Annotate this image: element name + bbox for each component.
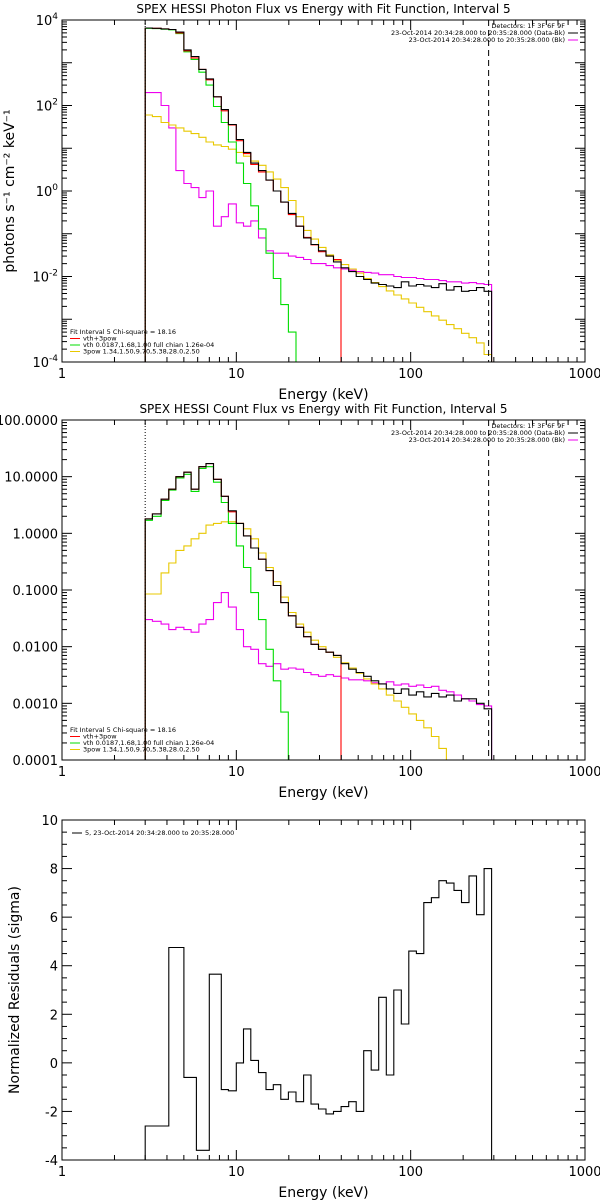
legend-entry: 23-Oct-2014 20:34:28.000 to 20:35:28.000…: [391, 29, 565, 37]
legend-entry: 23-Oct-2014 20:34:28.000 to 20:35:28.000…: [409, 436, 565, 444]
y-tick-label: 10-2: [32, 269, 58, 286]
legend-entry: vth 0.0187,1.68,1.00 full chian 1.26e-04: [83, 341, 214, 349]
legend-title: Detectors: 1F 3F 6F 9F: [491, 422, 565, 430]
x-axis-label: Energy (keV): [278, 785, 368, 801]
legend-entry: vth 0.0187,1.68,1.00 full chian 1.26e-04: [83, 739, 214, 747]
y-tick-label: 0.1000: [13, 584, 59, 599]
y-tick-label: 10: [41, 814, 58, 829]
y-tick-label: 100.0000: [0, 414, 58, 429]
x-tick-label: 1: [58, 367, 66, 382]
series-line-data: [144, 463, 493, 760]
chart-panel-2: SPEX HESSI Count Flux vs Energy with Fit…: [0, 402, 600, 801]
legend-entry: vth+3pow: [83, 335, 117, 343]
legend-bottom-left: Fit Interval 5 Chi-square = 18.16vth+3po…: [70, 726, 214, 754]
x-axis: 1 10 100 1000: [58, 20, 600, 382]
x-tick-label: 10: [228, 367, 245, 382]
series-line-total: [144, 463, 342, 760]
series-group: [144, 27, 493, 362]
y-tick-label: 4: [50, 960, 58, 975]
y-tick-label: 100: [36, 183, 59, 200]
y-tick-label: 0.0100: [13, 641, 59, 656]
plot-frame: [61, 419, 586, 761]
y-tick-label: 8: [50, 863, 58, 878]
x-tick-label: 1000: [568, 1165, 600, 1180]
y-tick-label: 102: [36, 98, 58, 115]
series-line-nonthermal: [144, 114, 493, 362]
legend-top-left: 5, 23-Oct-2014 20:34:28.000 to 20:35:28.…: [72, 829, 234, 837]
y-tick-label: 10.0000: [4, 471, 58, 486]
chart-panel-1: SPEX HESSI Photon Flux vs Energy with Fi…: [2, 2, 600, 403]
x-tick-label: 100: [398, 367, 423, 382]
y-tick-label: 0.0010: [13, 697, 59, 712]
x-tick-label: 100: [398, 765, 423, 780]
y-tick-label: 0: [50, 1057, 58, 1072]
x-tick-label: 10: [228, 1165, 245, 1180]
series-line-nonthermal: [144, 521, 454, 760]
series-line-thermal: [144, 466, 289, 760]
series-line-data: [144, 27, 493, 362]
series-line-background: [144, 592, 493, 760]
x-tick-label: 1000: [568, 765, 600, 780]
y-tick-label: 104: [36, 12, 59, 29]
chart-title: SPEX HESSI Count Flux vs Energy with Fit…: [139, 402, 507, 416]
x-axis-label: Energy (keV): [278, 1185, 368, 1200]
x-axis: 1 10 100 1000: [58, 420, 600, 780]
legend-entry: 5, 23-Oct-2014 20:34:28.000 to 20:35:28.…: [85, 829, 234, 837]
x-tick-label: 1000: [568, 367, 600, 382]
series-line-thermal: [144, 27, 304, 362]
series-group: [144, 463, 493, 760]
legend-entry: 23-Oct-2014 20:34:28.000 to 20:35:28.000…: [409, 36, 565, 44]
y-tick-label: -2: [45, 1105, 58, 1120]
legend-title: Detectors: 1F 3F 6F 9F: [491, 22, 565, 30]
y-axis: -4 -2 0 2 4 6 8 10: [41, 814, 585, 1169]
legend-bottom-left: Fit Interval 5 Chi-square = 18.16vth+3po…: [70, 328, 214, 356]
series-line-data: [144, 868, 493, 1160]
series-line-total: [144, 27, 342, 362]
y-tick-label: 0.0001: [13, 754, 59, 769]
x-tick-label: 1: [58, 765, 66, 780]
y-tick-label: 10-4: [32, 354, 58, 371]
legend-entry: 3pow 1.34,1.50,9.70,5.38,28.0,2.50: [83, 746, 200, 754]
y-axis: 0.0001 0.0010 0.0100 0.1000 1.0000 10.0000 100…: [0, 414, 585, 769]
y-axis: 10-4 10-2 100 102 104: [32, 12, 585, 371]
legend-title: Fit Interval 5 Chi-square = 18.16: [70, 328, 176, 336]
y-axis-label: photons s⁻¹ cm⁻² keV⁻¹: [2, 109, 18, 272]
y-tick-label: 2: [50, 1008, 58, 1023]
y-tick-label: 1.0000: [13, 527, 59, 542]
chart-title: SPEX HESSI Photon Flux vs Energy with Fi…: [136, 2, 510, 16]
plot-frame: [61, 19, 586, 363]
x-tick-label: 1: [58, 1165, 66, 1180]
legend-entry: vth+3pow: [83, 733, 117, 741]
legend-title: Fit Interval 5 Chi-square = 18.16: [70, 726, 176, 734]
y-axis-label: Normalized Residuals (sigma): [7, 886, 23, 1094]
chart-panel-3: 1 10 100 1000 -4 -2 0 2 4 6 8 10 Energy (keV) Normali…: [7, 814, 600, 1200]
series-line-background: [144, 92, 493, 362]
legend-entry: 3pow 1.34,1.50,9.70,5.38,28.0,2.50: [83, 348, 200, 356]
series-group: [144, 868, 493, 1160]
x-axis: 1 10 100 1000: [58, 820, 600, 1180]
y-tick-label: 6: [50, 911, 58, 926]
x-tick-label: 10: [228, 765, 245, 780]
x-axis-label: Energy (keV): [278, 387, 368, 403]
x-tick-label: 100: [398, 1165, 423, 1180]
legend-entry: 23-Oct-2014 20:34:28.000 to 20:35:28.000…: [391, 429, 565, 437]
y-tick-label: -4: [45, 1154, 58, 1169]
